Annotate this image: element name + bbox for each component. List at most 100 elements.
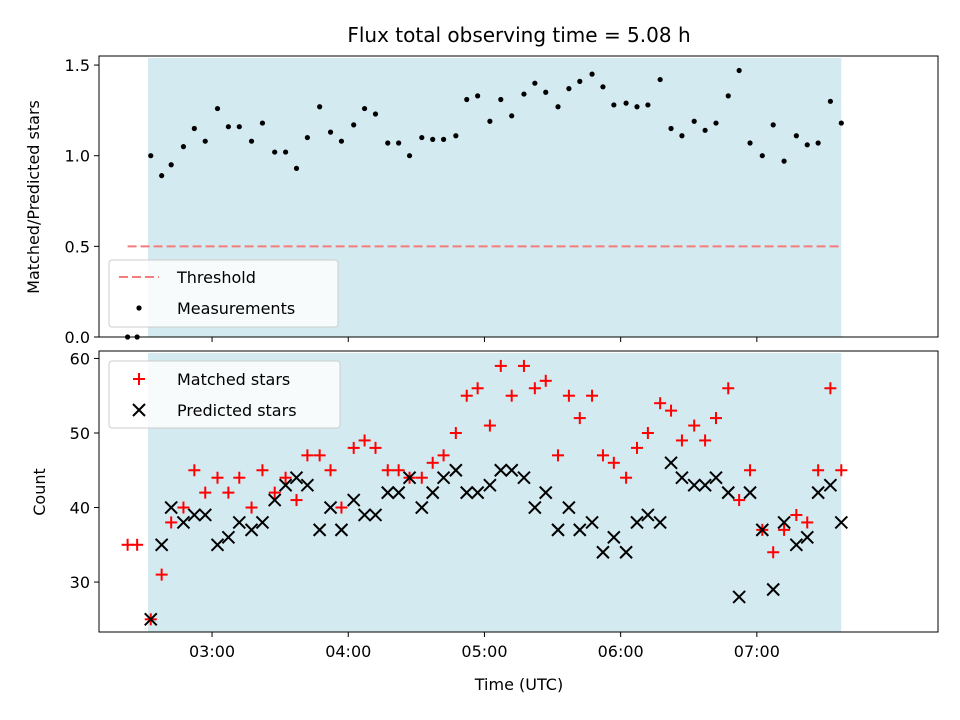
matched-stars-point: [188, 464, 201, 477]
predicted-stars-point: [721, 485, 735, 500]
panel-count: 30 40 50 60 03:00 04:00 05:00 06:00 07:00 Count…: [30, 349, 939, 694]
measurement-point: [406, 153, 413, 159]
count-x-axis: 03:00 04:00 05:00 06:00 07:00: [189, 632, 780, 661]
predicted-stars-point: [675, 471, 689, 485]
matched-stars-point: [369, 441, 382, 454]
predicted-stars-point: [494, 463, 508, 477]
x-stroke-b: [346, 493, 361, 507]
matched-stars-point: [211, 471, 224, 484]
measurement-point: [827, 98, 834, 104]
predicted-stars-point: [312, 523, 327, 537]
x-stroke-b: [267, 493, 282, 507]
x-stroke-b: [289, 471, 304, 485]
measurement-point: [702, 127, 708, 133]
x-stroke-b: [187, 508, 202, 522]
y-tick-label: 60: [70, 349, 90, 368]
measurement-point: [272, 149, 278, 155]
predicted-stars-point: [504, 463, 519, 477]
measurement-point: [725, 93, 731, 99]
matched-stars-point: [675, 434, 688, 447]
matched-stars-point: [471, 382, 484, 395]
matched-stars-point: [233, 471, 246, 484]
x-stroke-b: [415, 500, 429, 515]
x-stroke-b: [743, 485, 757, 500]
count-marks: [121, 359, 849, 627]
panel-ratio: 0.0 0.5 1.0 1.5 Matched/Predicted stars Thr…: [24, 55, 939, 347]
x-stroke-b: [789, 538, 804, 552]
matched-stars-point: [505, 389, 518, 402]
measurement-point: [634, 104, 640, 110]
predicted-stars-point: [755, 523, 770, 537]
panel-ratio-frame: [98, 55, 939, 338]
x-stroke-b: [528, 500, 542, 515]
measurement-point: [532, 80, 538, 86]
predicted-stars-point: [766, 582, 780, 597]
matched-stars-point: [347, 441, 360, 454]
measurement-point: [148, 153, 154, 159]
ratio-legend: Threshold Measurements: [108, 259, 339, 328]
x-stroke-b: [596, 545, 610, 559]
matched-stars-point: [301, 449, 314, 462]
measurement-point: [159, 173, 165, 179]
matched-stars-point: [155, 568, 168, 581]
measurement-point: [498, 96, 504, 103]
predicted-stars-point: [664, 456, 678, 470]
matched-stars-point: [733, 494, 746, 507]
x-tick-label: 03:00: [189, 642, 235, 661]
predicted-stars-point: [528, 500, 542, 515]
measurement-point: [543, 89, 549, 95]
matched-stars-point: [460, 389, 473, 402]
measurement-point: [555, 104, 561, 110]
measurement-point: [487, 118, 493, 124]
x-stroke-b: [278, 478, 293, 492]
measurement-point: [759, 153, 765, 159]
matched-stars-point: [290, 494, 303, 507]
predicted-stars-point: [449, 463, 463, 477]
x-stroke-b: [834, 515, 849, 530]
measurement-point: [691, 118, 697, 124]
matched-stars-point: [517, 359, 530, 372]
x-stroke-b: [653, 515, 667, 530]
x-stroke-b: [391, 485, 406, 500]
predicted-stars-point: [823, 478, 838, 492]
x-stroke-b: [811, 485, 825, 500]
measurement-point: [509, 113, 515, 119]
matched-stars-point: [392, 464, 405, 477]
predicted-stars-point: [777, 515, 791, 530]
predicted-stars-point: [687, 478, 701, 492]
measurement-point: [214, 105, 221, 112]
ratio-y-label: Matched/Predicted stars: [24, 100, 43, 294]
x-stroke-b: [607, 530, 621, 545]
predicted-stars-point: [210, 538, 225, 552]
predicted-stars-point: [323, 500, 338, 515]
x-stroke-b: [470, 485, 485, 500]
legend-threshold-label: Threshold: [176, 268, 256, 287]
predicted-stars-point: [176, 515, 191, 530]
predicted-stars-point: [709, 471, 723, 485]
matched-stars-point: [801, 516, 814, 529]
measurement-point: [191, 125, 197, 132]
predicted-stars-point: [800, 530, 814, 545]
x-stroke-b: [641, 508, 655, 522]
matched-stars-point: [528, 382, 541, 395]
x-stroke-b: [402, 471, 417, 485]
measurement-point: [202, 138, 208, 144]
measurement-point: [440, 136, 447, 142]
measurement-point: [453, 133, 459, 139]
predicted-stars-point: [585, 515, 599, 530]
measurement-point: [747, 140, 753, 146]
ratio-marks: [125, 67, 844, 340]
predicted-stars-point: [596, 545, 610, 559]
x-stroke-b: [585, 515, 599, 530]
x-stroke-b: [198, 508, 212, 522]
count-y-axis: 30 40 50 60: [70, 349, 99, 592]
x-tick-label: 05:00: [461, 642, 507, 661]
x-stroke-b: [551, 523, 565, 537]
predicted-stars-point: [402, 471, 417, 485]
predicted-stars-point: [789, 538, 804, 552]
matched-stars-point: [790, 508, 803, 521]
measurement-point: [464, 96, 470, 103]
predicted-stars-point: [278, 478, 293, 492]
matched-stars-point: [324, 464, 337, 477]
